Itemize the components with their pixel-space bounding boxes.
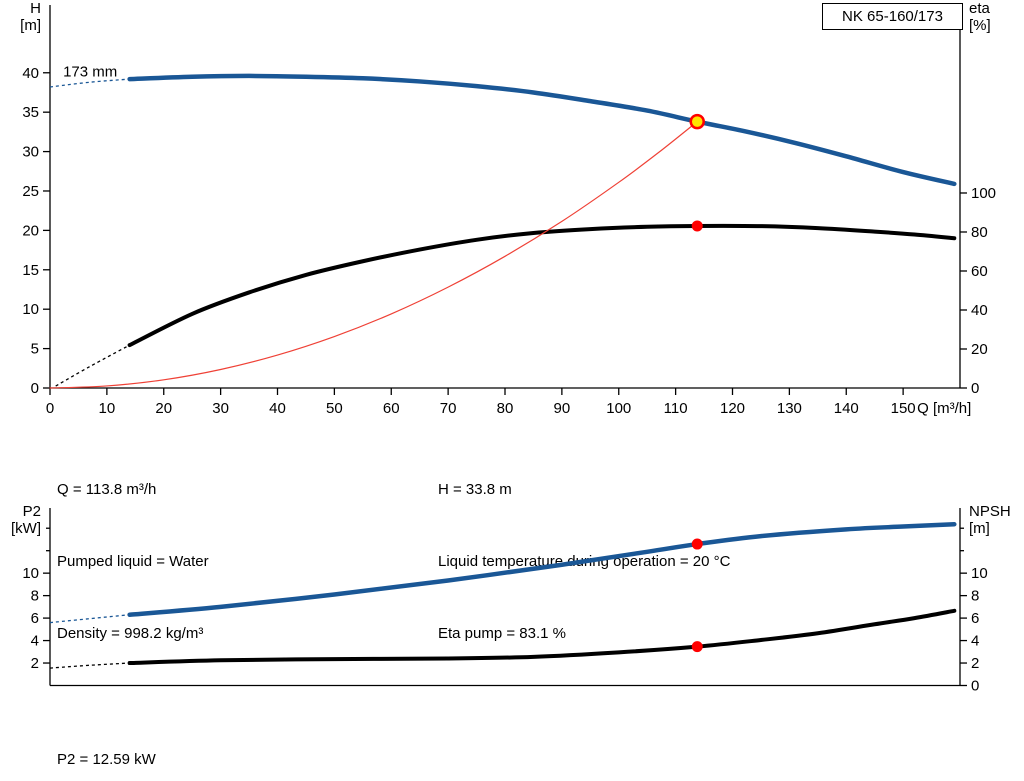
svg-text:30: 30 [22,144,39,161]
svg-text:100: 100 [606,400,631,417]
svg-text:[m]: [m] [20,17,41,34]
svg-text:0: 0 [971,380,979,397]
eta-duty-point [691,220,703,232]
flow-value: Q = 113.8 m³/h [57,481,157,498]
svg-text:120: 120 [720,400,745,417]
svg-text:8: 8 [31,588,39,605]
svg-text:2: 2 [971,655,979,672]
svg-text:60: 60 [383,400,400,417]
svg-text:6: 6 [971,610,979,627]
svg-text:4: 4 [971,633,979,650]
density-value: Density = 998.2 kg/m³ [57,625,204,642]
svg-text:2: 2 [31,655,39,672]
svg-text:20: 20 [971,341,988,358]
svg-text:Q [m³/h]: Q [m³/h] [917,400,971,417]
svg-text:40: 40 [269,400,286,417]
svg-text:140: 140 [834,400,859,417]
power-npsh-info: P2 = 12.59 kW NPSH = 3.46 m Max power P2… [57,700,391,781]
p2-value: P2 = 12.59 kW [57,751,156,768]
p2-duty-point [691,538,703,550]
npsh-curve [127,608,957,666]
svg-text:20: 20 [22,222,39,239]
svg-text:80: 80 [497,400,514,417]
svg-text:4: 4 [31,633,39,650]
svg-text:110: 110 [664,400,688,417]
svg-text:35: 35 [22,104,39,121]
svg-text:173 mm: 173 mm [63,64,117,81]
svg-text:10: 10 [22,301,39,318]
svg-text:6: 6 [31,610,39,627]
system-curve [49,121,698,389]
eta-pump-value: Eta pump = 83.1 % [438,625,566,642]
svg-text:10: 10 [99,400,116,417]
svg-text:[kW]: [kW] [11,520,41,537]
svg-text:[%]: [%] [969,17,991,34]
svg-text:80: 80 [971,224,988,241]
svg-text:20: 20 [155,400,172,417]
svg-text:30: 30 [212,400,229,417]
svg-text:H: H [30,0,41,17]
svg-text:NPSH: NPSH [969,503,1011,520]
svg-text:8: 8 [971,588,979,605]
duty-info-left: Q = 113.8 m³/h Pumped liquid = Water Den… [57,430,209,694]
svg-text:eta: eta [969,0,991,17]
svg-text:100: 100 [971,185,996,202]
svg-text:70: 70 [440,400,457,417]
pump-model-box: NK 65-160/173 [822,3,963,30]
qh-eta-chart: 0 5 10 15 20 25 30 35 40 0 20 40 60 80 100 0 10 20 30 40 50 6… [20,0,996,417]
svg-text:60: 60 [971,263,988,280]
svg-text:40: 40 [22,65,39,82]
svg-text:25: 25 [22,183,39,200]
svg-text:10: 10 [22,565,39,582]
head-duty-point [689,113,705,130]
p2-npsh-chart: 2 4 6 8 10 0 2 4 6 8 10 P2[kW] NPSH[m] [11,503,1011,695]
npsh-duty-point [691,641,703,653]
svg-text:[m]: [m] [969,520,990,537]
svg-text:40: 40 [971,302,988,319]
svg-text:15: 15 [22,262,39,279]
svg-text:5: 5 [31,341,39,358]
svg-text:130: 130 [777,400,802,417]
power-curve [127,522,957,617]
svg-text:0: 0 [31,380,39,397]
svg-text:150: 150 [891,400,916,417]
head-value: H = 33.8 m [438,481,512,498]
svg-text:0: 0 [971,678,979,695]
efficiency-curve [127,223,957,348]
svg-text:10: 10 [971,565,988,582]
pumped-liquid: Pumped liquid = Water [57,553,209,570]
svg-text:50: 50 [326,400,343,417]
svg-text:P2: P2 [23,503,41,520]
head-curve [127,73,957,187]
svg-text:90: 90 [554,400,571,417]
svg-text:0: 0 [46,400,54,417]
pump-model-label: NK 65-160/173 [842,8,943,25]
